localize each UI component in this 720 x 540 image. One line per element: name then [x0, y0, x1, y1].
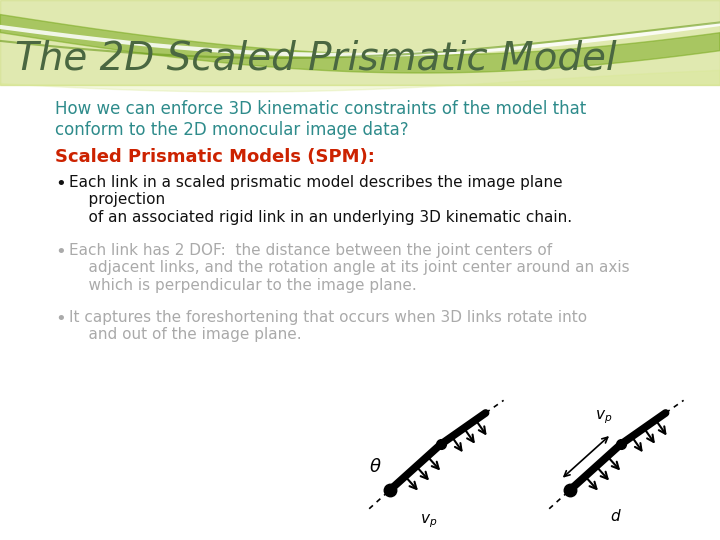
Text: The 2D Scaled Prismatic Model: The 2D Scaled Prismatic Model — [15, 39, 616, 77]
Text: •: • — [55, 243, 66, 261]
Text: Each link in a scaled prismatic model describes the image plane
    projection
 : Each link in a scaled prismatic model de… — [69, 175, 572, 225]
Text: Each link has 2 DOF:  the distance between the joint centers of
    adjacent lin: Each link has 2 DOF: the distance betwee… — [69, 243, 629, 293]
Text: How we can enforce 3D kinematic constraints of the model that
conform to the 2D : How we can enforce 3D kinematic constrai… — [55, 100, 586, 139]
Text: Scaled Prismatic Models (SPM):: Scaled Prismatic Models (SPM): — [55, 148, 375, 166]
Text: $v_p$: $v_p$ — [420, 512, 437, 530]
Text: $v_p$: $v_p$ — [595, 409, 613, 427]
Text: •: • — [55, 175, 66, 193]
Text: $d$: $d$ — [610, 508, 622, 524]
Text: •: • — [55, 310, 66, 328]
Text: It captures the foreshortening that occurs when 3D links rotate into
    and out: It captures the foreshortening that occu… — [69, 310, 587, 342]
Text: $\theta$: $\theta$ — [369, 458, 382, 476]
